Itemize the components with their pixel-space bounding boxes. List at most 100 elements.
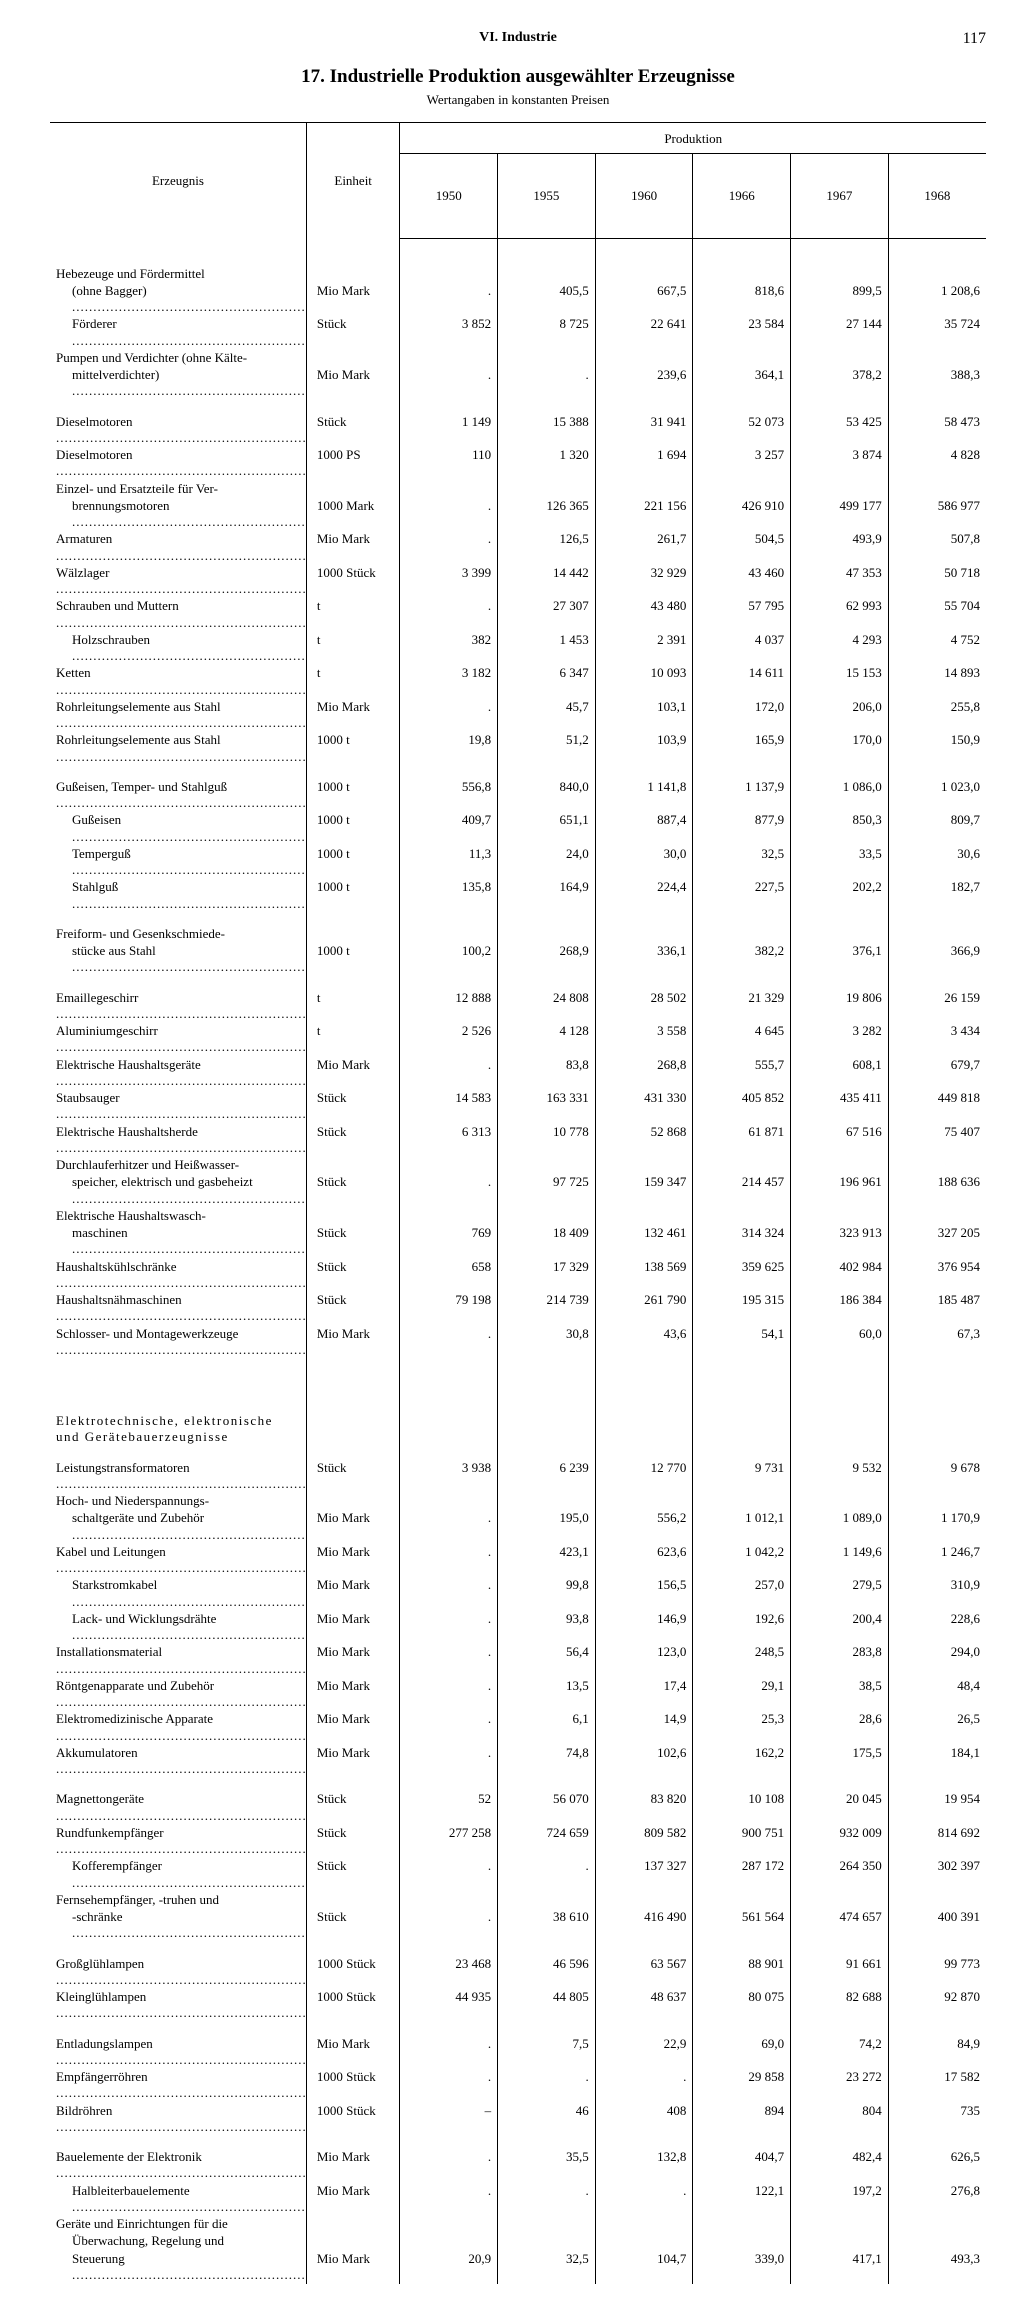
- value-cell: 4 752: [888, 631, 986, 665]
- value-cell: 359 625: [693, 1258, 791, 1292]
- value-cell: 283,8: [791, 1644, 889, 1678]
- value-cell: 227,5: [693, 879, 791, 913]
- value-cell: .: [400, 497, 498, 531]
- value-cell: 9 731: [693, 1459, 791, 1493]
- value-cell: 83 820: [595, 1791, 693, 1825]
- product-name: Überwachung, Regelung und: [50, 2233, 306, 2250]
- value-cell: 197,2: [791, 2182, 889, 2216]
- value-cell: 14 893: [888, 665, 986, 699]
- product-name: Röntgenapparate und Zubehör: [50, 1677, 306, 1711]
- value-cell: 22 641: [595, 316, 693, 350]
- unit-cell: 1000 Stück: [306, 2069, 400, 2103]
- value-cell: 1 089,0: [791, 1510, 889, 1544]
- value-cell: 3 282: [791, 1023, 889, 1057]
- value-cell: 57 795: [693, 598, 791, 632]
- table-row: Schrauben und Mutternt.27 30743 48057 79…: [50, 598, 986, 632]
- value-cell: 382,2: [693, 943, 791, 977]
- unit-cell: t: [306, 631, 400, 665]
- value-cell: [693, 265, 791, 282]
- value-cell: .: [400, 1644, 498, 1678]
- value-cell: 52 868: [595, 1123, 693, 1157]
- product-name: Durchlauferhitzer und Heißwasser-: [50, 1157, 306, 1174]
- value-cell: 26 159: [888, 989, 986, 1023]
- value-cell: 4 128: [498, 1023, 596, 1057]
- value-cell: 28 502: [595, 989, 693, 1023]
- value-cell: [595, 1493, 693, 1510]
- value-cell: 809,7: [888, 812, 986, 846]
- value-cell: 163 331: [498, 1090, 596, 1124]
- table-row: StarkstromkabelMio Mark.99,8156,5257,027…: [50, 1577, 986, 1611]
- unit-cell: 1000 t: [306, 943, 400, 977]
- value-cell: 185 487: [888, 1292, 986, 1326]
- unit-cell: Stück: [306, 1791, 400, 1825]
- value-cell: 61 871: [693, 1123, 791, 1157]
- table-row: KofferempfängerStück..137 327287 172264 …: [50, 1858, 986, 1892]
- product-name: Temperguß: [50, 845, 306, 879]
- table-row: FördererStück3 8528 72522 64123 58427 14…: [50, 316, 986, 350]
- product-name: Hoch- und Niederspannungs-: [50, 1493, 306, 1510]
- value-cell: .: [498, 2069, 596, 2103]
- value-cell: 12 888: [400, 989, 498, 1023]
- value-cell: 327 205: [888, 1225, 986, 1259]
- value-cell: [888, 1157, 986, 1174]
- product-name: Rohrleitungselemente aus Stahl: [50, 698, 306, 732]
- value-cell: 135,8: [400, 879, 498, 913]
- value-cell: [595, 1891, 693, 1908]
- value-cell: [888, 925, 986, 942]
- value-cell: 52: [400, 1791, 498, 1825]
- value-cell: [595, 265, 693, 282]
- value-cell: 192,6: [693, 1610, 791, 1644]
- value-cell: 900 751: [693, 1824, 791, 1858]
- value-cell: .: [498, 1858, 596, 1892]
- product-name: (ohne Bagger): [50, 282, 306, 316]
- value-cell: 2 526: [400, 1023, 498, 1057]
- value-cell: .: [400, 2149, 498, 2183]
- value-cell: 48 637: [595, 1989, 693, 2023]
- table-row: Bauelemente der ElektronikMio Mark.35,51…: [50, 2149, 986, 2183]
- unit-cell: Stück: [306, 413, 400, 447]
- value-cell: .: [400, 2035, 498, 2069]
- value-cell: [791, 1207, 889, 1224]
- col-year: 1967: [791, 154, 889, 239]
- value-cell: 43 480: [595, 598, 693, 632]
- value-cell: 29,1: [693, 1677, 791, 1711]
- value-cell: 91 661: [791, 1955, 889, 1989]
- value-cell: [498, 349, 596, 366]
- table-row: Großglühlampen1000 Stück23 46846 59663 5…: [50, 1955, 986, 1989]
- value-cell: 6 239: [498, 1459, 596, 1493]
- value-cell: 99,8: [498, 1577, 596, 1611]
- product-name: schaltgeräte und Zubehör: [50, 1510, 306, 1544]
- unit-cell: Mio Mark: [306, 1610, 400, 1644]
- table-row: Einzel- und Ersatzteile für Ver-: [50, 480, 986, 497]
- table-row: schaltgeräte und ZubehörMio Mark.195,055…: [50, 1510, 986, 1544]
- value-cell: 239,6: [595, 367, 693, 401]
- value-cell: .: [400, 1909, 498, 1943]
- value-cell: 809 582: [595, 1824, 693, 1858]
- value-cell: [791, 1493, 889, 1510]
- value-cell: [791, 925, 889, 942]
- value-cell: 52 073: [693, 413, 791, 447]
- value-cell: [595, 480, 693, 497]
- unit-cell: Stück: [306, 1824, 400, 1858]
- value-cell: 43,6: [595, 1325, 693, 1359]
- value-cell: 24,0: [498, 845, 596, 879]
- product-name: Halbleiterbauelemente: [50, 2182, 306, 2216]
- value-cell: 54,1: [693, 1325, 791, 1359]
- value-cell: 93,8: [498, 1610, 596, 1644]
- value-cell: [400, 1207, 498, 1224]
- value-cell: 22,9: [595, 2035, 693, 2069]
- value-cell: 43 460: [693, 564, 791, 598]
- value-cell: [888, 480, 986, 497]
- value-cell: 47 353: [791, 564, 889, 598]
- product-name: stücke aus Stahl: [50, 943, 306, 977]
- value-cell: 409,7: [400, 812, 498, 846]
- value-cell: 30,0: [595, 845, 693, 879]
- product-name: Rohrleitungselemente aus Stahl: [50, 732, 306, 766]
- product-name: Freiform- und Gesenkschmiede-: [50, 925, 306, 942]
- value-cell: 4 645: [693, 1023, 791, 1057]
- table-row: Geräte und Einrichtungen für die: [50, 2216, 986, 2233]
- value-cell: 3 182: [400, 665, 498, 699]
- value-cell: .: [400, 1577, 498, 1611]
- value-cell: .: [498, 367, 596, 401]
- value-cell: 17 329: [498, 1258, 596, 1292]
